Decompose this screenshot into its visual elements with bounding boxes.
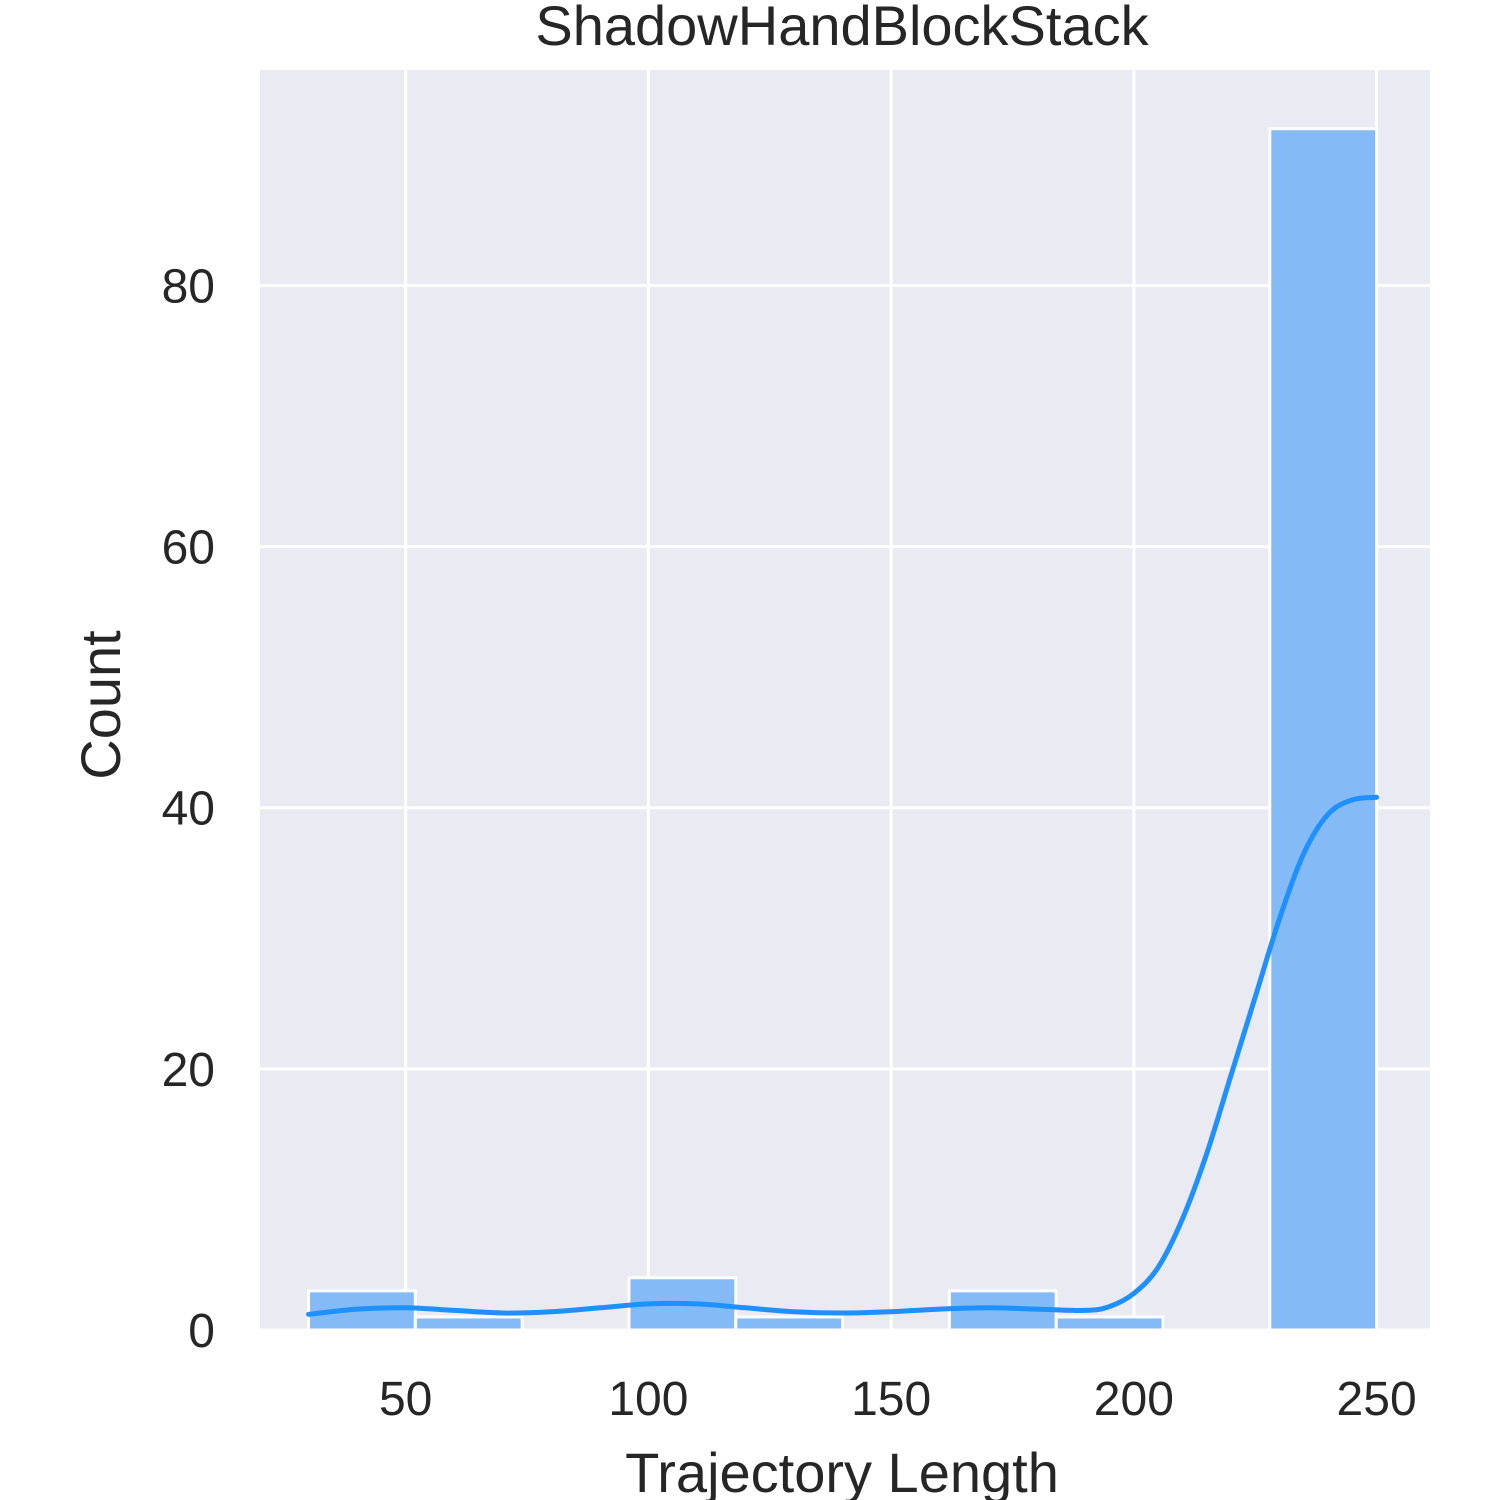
- x-tick-label: 50: [379, 1373, 432, 1426]
- x-tick-label: 250: [1337, 1373, 1417, 1426]
- tick-labels: 50 100 150 200 250 0 20 40 60 80: [162, 260, 1417, 1426]
- histogram-bar: [1268, 127, 1379, 1332]
- y-tick-label: 40: [162, 783, 215, 836]
- chart-title: ShadowHandBlockStack: [535, 0, 1149, 57]
- histogram-bar: [1054, 1315, 1165, 1332]
- histogram-bars: [307, 127, 1379, 1332]
- plot-background: [260, 70, 1430, 1330]
- x-axis-label: Trajectory Length: [625, 1441, 1059, 1500]
- y-tick-label: 80: [162, 260, 215, 313]
- y-tick-label: 20: [162, 1044, 215, 1097]
- x-tick-label: 150: [851, 1373, 931, 1426]
- x-tick-label: 200: [1094, 1373, 1174, 1426]
- kde-curve: [306, 794, 1380, 1317]
- y-axis-label: Count: [69, 630, 132, 780]
- y-tick-label: 0: [188, 1305, 215, 1358]
- x-tick-label: 100: [608, 1373, 688, 1426]
- y-tick-label: 60: [162, 522, 215, 575]
- histogram-bar: [413, 1315, 524, 1332]
- histogram-bar: [734, 1315, 845, 1332]
